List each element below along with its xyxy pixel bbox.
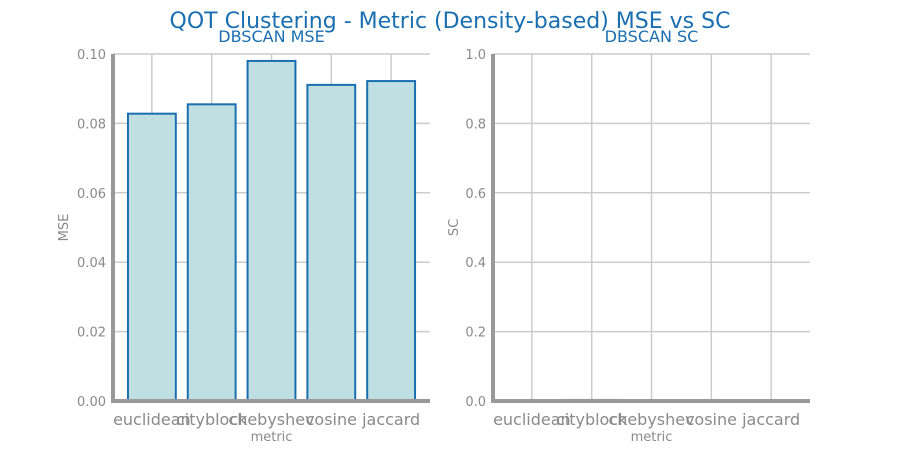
mse-ytick-label: 0.08 bbox=[77, 117, 106, 132]
sc-ytick-label: 0.4 bbox=[465, 256, 486, 271]
mse-bar-euclidean bbox=[126, 112, 177, 403]
dbscan-mse-chart: DBSCAN MSE 0.00 0.02 0.04 0.06 0.08 0.10 euclid… bbox=[57, 27, 430, 445]
sc-ytick-label: 0.2 bbox=[465, 326, 486, 341]
sc-ylabel: SC bbox=[447, 219, 462, 236]
sc-xtick-label: euclidean bbox=[493, 410, 571, 429]
mse-ylabel: MSE bbox=[57, 214, 72, 242]
mse-ytick-label: 0.02 bbox=[77, 326, 106, 341]
mse-bar-cosine bbox=[306, 83, 357, 403]
mse-ytick-label: 0.00 bbox=[77, 395, 106, 410]
sc-ytick-label: 1.0 bbox=[465, 48, 486, 63]
mse-xtick-label: cityblock bbox=[176, 410, 248, 429]
mse-xlabel: metric bbox=[251, 430, 293, 445]
mse-ytick-label: 0.10 bbox=[77, 48, 106, 63]
sc-xlabel: metric bbox=[631, 430, 673, 445]
sc-ytick-label: 0.8 bbox=[465, 117, 486, 132]
sc-xtick-label: chebyshev bbox=[608, 410, 694, 429]
dbscan-sc-chart: DBSCAN SC 0.0 0.2 0.4 0.6 0.8 1.0 euclideancity… bbox=[447, 27, 810, 445]
sc-xtick-label: cosine bbox=[686, 410, 737, 429]
sc-chart-title: DBSCAN SC bbox=[605, 27, 699, 46]
figure-title: QOT Clustering - Metric (Density-based) … bbox=[170, 9, 731, 34]
sc-ytick-label: 0.6 bbox=[465, 187, 486, 202]
mse-ytick-label: 0.04 bbox=[77, 256, 106, 271]
mse-xtick-label: cosine bbox=[306, 410, 357, 429]
sc-ytick-label: 0.0 bbox=[465, 395, 486, 410]
mse-bar-chebyshev bbox=[246, 59, 297, 402]
mse-xtick-label: chebyshev bbox=[228, 410, 314, 429]
sc-xtick-label: jaccard bbox=[741, 410, 800, 429]
mse-ytick-label: 0.06 bbox=[77, 187, 106, 202]
mse-bar-jaccard bbox=[366, 80, 417, 402]
mse-xtick-label: jaccard bbox=[361, 410, 420, 429]
mse-chart-title: DBSCAN MSE bbox=[218, 27, 324, 46]
mse-xtick-label: euclidean bbox=[113, 410, 191, 429]
sc-xtick-label: cityblock bbox=[556, 410, 628, 429]
mse-bar-cityblock bbox=[186, 103, 237, 402]
